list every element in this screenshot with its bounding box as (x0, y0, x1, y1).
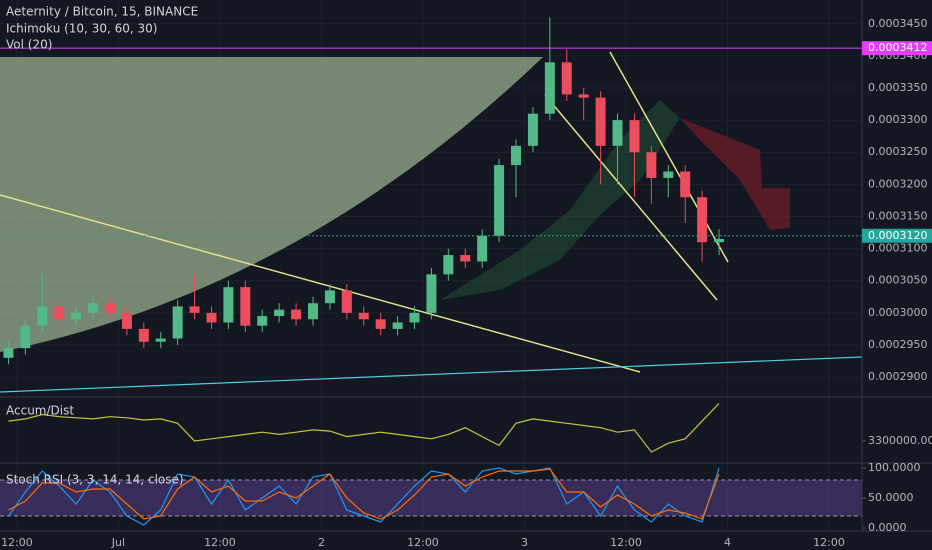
symbol-title: Aeternity / Bitcoin, 15, BINANCE (6, 5, 198, 19)
candle-body (71, 312, 82, 320)
y-tick-label: 0.0002900 (868, 370, 928, 383)
price-badge-label: 0.0003412 (868, 41, 928, 54)
ichimoku-cloud (440, 100, 680, 300)
y-tick-label: 0.0000 (868, 521, 907, 534)
x-tick-label: 12:00 (204, 536, 236, 549)
candle-body (663, 171, 674, 178)
candle-body (612, 120, 623, 146)
pane-title: Stoch RSI (3, 3, 14, 14, close) (6, 473, 184, 487)
x-tick-label: 3 (521, 536, 528, 549)
marks (0, 17, 862, 526)
candle-body (223, 287, 234, 323)
y-tick-label: 0.0003450 (868, 17, 928, 30)
price-badge (862, 228, 932, 243)
candle-body (104, 303, 115, 313)
candle-body (358, 312, 369, 320)
candle-body (578, 94, 589, 98)
y-tick-label: 0.0003350 (868, 81, 928, 94)
candle-body (291, 309, 302, 320)
indicator-line (8, 467, 720, 526)
y-tick-label: 0.0002950 (868, 338, 928, 351)
candle-body (561, 62, 572, 95)
ichimoku-cloud (680, 118, 790, 230)
candle-body (324, 290, 335, 304)
price-badge-label: 0.0003120 (868, 229, 928, 242)
candle-body (155, 338, 166, 342)
trend-line (609, 51, 729, 263)
x-tick-label: 2 (318, 536, 325, 549)
candle-body (680, 171, 691, 198)
y-tick-label: 0.0003050 (868, 274, 928, 287)
candle-body (511, 145, 522, 166)
trend-line (544, 94, 718, 301)
candle-body (240, 287, 251, 326)
band (0, 480, 862, 516)
candle-body (121, 312, 132, 329)
y-tick-label: 0.0003150 (868, 209, 928, 222)
candle-body (629, 120, 640, 153)
candle-body (54, 306, 65, 320)
trend-line (0, 194, 641, 373)
candle-body (341, 290, 352, 313)
candle-body (257, 316, 268, 326)
indicator-line (8, 403, 720, 453)
candle-body (37, 306, 48, 326)
indicator-label: Vol (20) (6, 38, 52, 52)
candle-body (206, 312, 217, 323)
candle-body (172, 306, 183, 339)
candle-body (595, 97, 606, 146)
candle-body (544, 62, 555, 114)
indicator-line (8, 468, 720, 520)
y-tick-label: 0.0003250 (868, 145, 928, 158)
candle-body (460, 255, 471, 262)
pane-title: Accum/Dist (6, 404, 74, 418)
indicator-label: Ichimoku (10, 30, 60, 30) (6, 22, 157, 36)
y-tick-label: 0.0003000 (868, 306, 928, 319)
candle-body (138, 328, 149, 342)
candle-body (307, 303, 318, 320)
candle-body (274, 309, 285, 317)
y-tick-label: 0.0003100 (868, 242, 928, 255)
candle-body (20, 325, 31, 349)
candle-body (443, 255, 454, 275)
y-tick-label: 0.0003300 (868, 113, 928, 126)
candle-body (494, 165, 505, 236)
candle-body (392, 322, 403, 329)
candle-body (189, 306, 200, 313)
y-tick-label: 100.0000 (868, 461, 921, 474)
x-tick-label: 12:00 (813, 536, 845, 549)
candle-body (477, 235, 488, 262)
candle-body (3, 348, 14, 358)
candle-body (714, 238, 725, 243)
candle-body (646, 152, 657, 178)
x-tick-label: 4 (724, 536, 731, 549)
x-tick-label: 12:00 (407, 536, 439, 549)
x-tick-label: 12:00 (610, 536, 642, 549)
candle-body (426, 274, 437, 313)
trend-line (0, 356, 863, 393)
candle-body (375, 319, 386, 329)
shaded-curve (0, 57, 543, 352)
y-tick-label: 3300000.0000 (868, 434, 932, 447)
y-tick-label: 0.0003200 (868, 177, 928, 190)
x-tick-label: 12:00 (1, 536, 33, 549)
candle-body (697, 197, 708, 243)
candle-body (527, 113, 538, 146)
y-tick-label: 50.0000 (868, 491, 914, 504)
candle-body (88, 303, 99, 313)
candle-body (409, 312, 420, 323)
price-badge (862, 41, 932, 56)
x-tick-label: Jul (111, 536, 125, 549)
